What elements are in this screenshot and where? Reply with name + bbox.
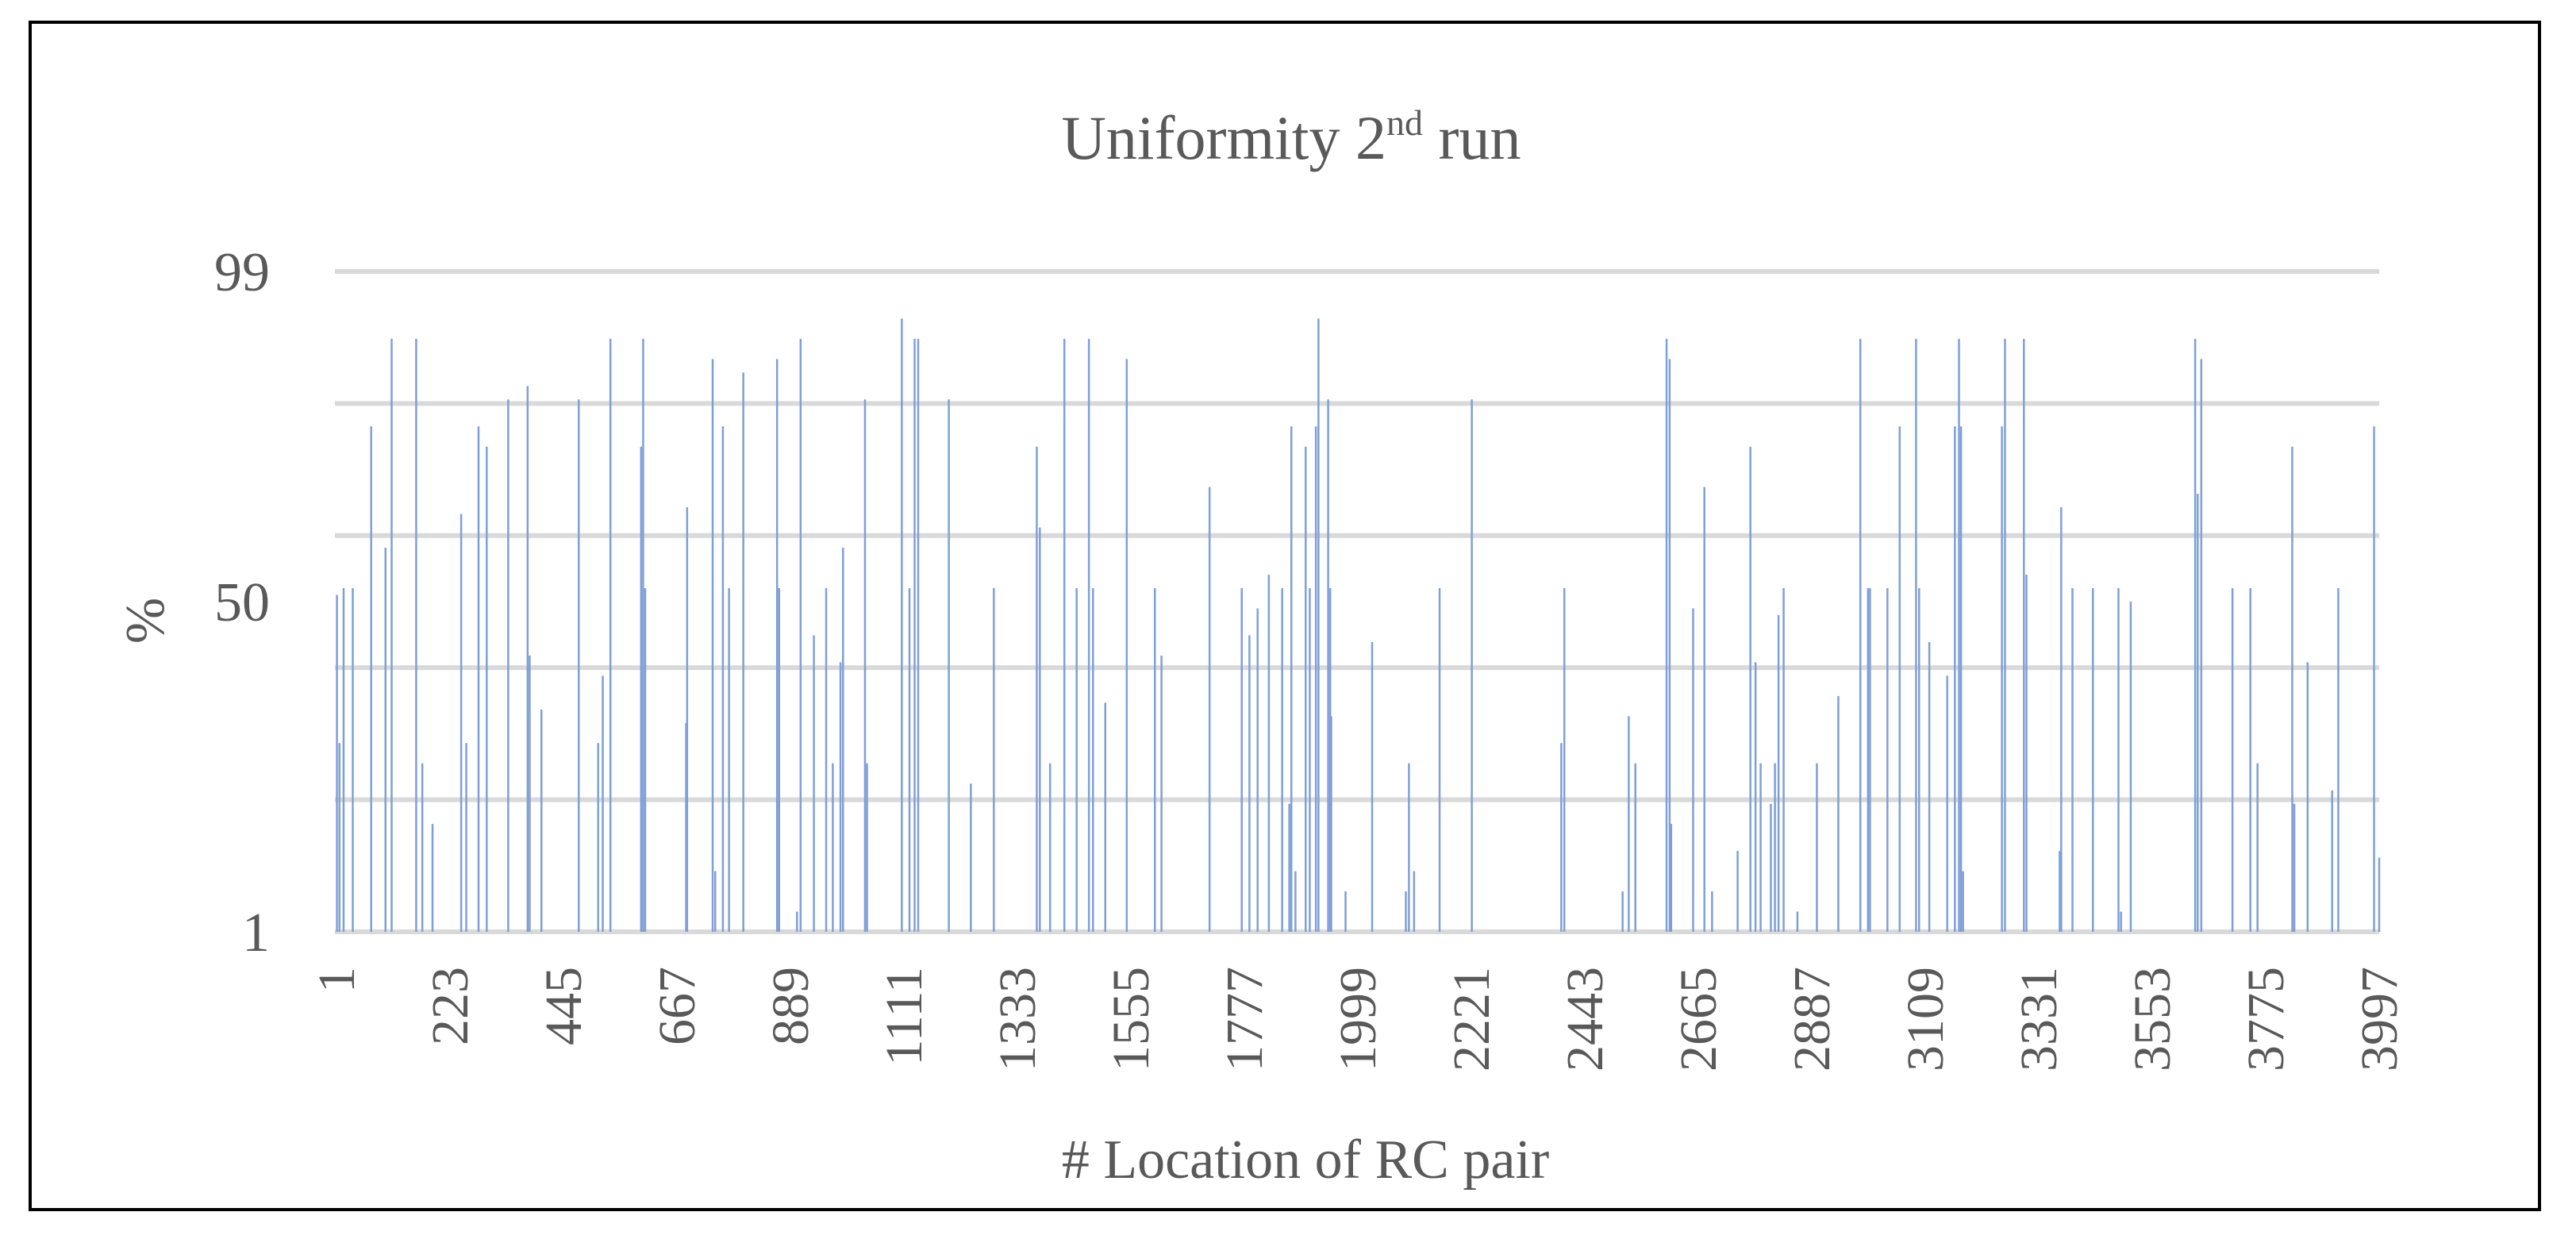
x-tick-label-1: 1	[308, 967, 366, 993]
y-tick-label-1: 1	[242, 902, 270, 964]
x-tick-label-445: 445	[535, 967, 593, 1045]
x-tick-label-1777: 1777	[1216, 967, 1274, 1071]
x-tick-label-1333: 1333	[989, 967, 1047, 1071]
chart-title-main: Uniformity 2	[1062, 103, 1386, 172]
x-tick-label-1111: 1111	[875, 967, 933, 1066]
x-tick-label-2887: 2887	[1783, 967, 1841, 1071]
chart-title-suffix: run	[1423, 103, 1521, 172]
x-tick-labels: 1 223 445 667 889 1111 1333 1555 1777 1999 2221 244…	[308, 967, 2409, 1071]
y-axis-label: %	[115, 598, 176, 644]
x-tick-label-2221: 2221	[1443, 967, 1501, 1071]
y-tick-labels: 1 50 99	[214, 242, 270, 964]
chart-svg: Uniformity 2nd run 1 50 99 1 223 445 667 889 11…	[115, 102, 2409, 1191]
y-tick-label-50: 50	[214, 572, 270, 633]
chart-frame: Uniformity 2nd run 1 50 99 1 223 445 667 889 11…	[29, 21, 2541, 1211]
chart-title: Uniformity 2nd run	[1062, 102, 1521, 172]
x-tick-label-223: 223	[421, 967, 479, 1045]
bars-group	[336, 318, 2381, 932]
x-tick-label-1999: 1999	[1329, 967, 1387, 1071]
chart-title-superscript: nd	[1386, 102, 1423, 143]
x-axis-label: # Location of RC pair	[1062, 1129, 1549, 1191]
x-tick-label-3331: 3331	[2010, 967, 2068, 1071]
x-tick-label-3997: 3997	[2351, 967, 2409, 1071]
x-tick-label-3553: 3553	[2124, 967, 2182, 1071]
x-tick-label-3775: 3775	[2237, 967, 2295, 1071]
y-tick-label-99: 99	[214, 242, 270, 303]
x-tick-label-1555: 1555	[1102, 967, 1160, 1071]
x-tick-label-3109: 3109	[1897, 967, 1955, 1071]
x-tick-label-2443: 2443	[1556, 967, 1614, 1071]
x-tick-label-667: 667	[648, 967, 706, 1045]
x-tick-label-2665: 2665	[1670, 967, 1728, 1071]
x-tick-label-889: 889	[762, 967, 820, 1045]
gridlines	[335, 269, 2379, 934]
